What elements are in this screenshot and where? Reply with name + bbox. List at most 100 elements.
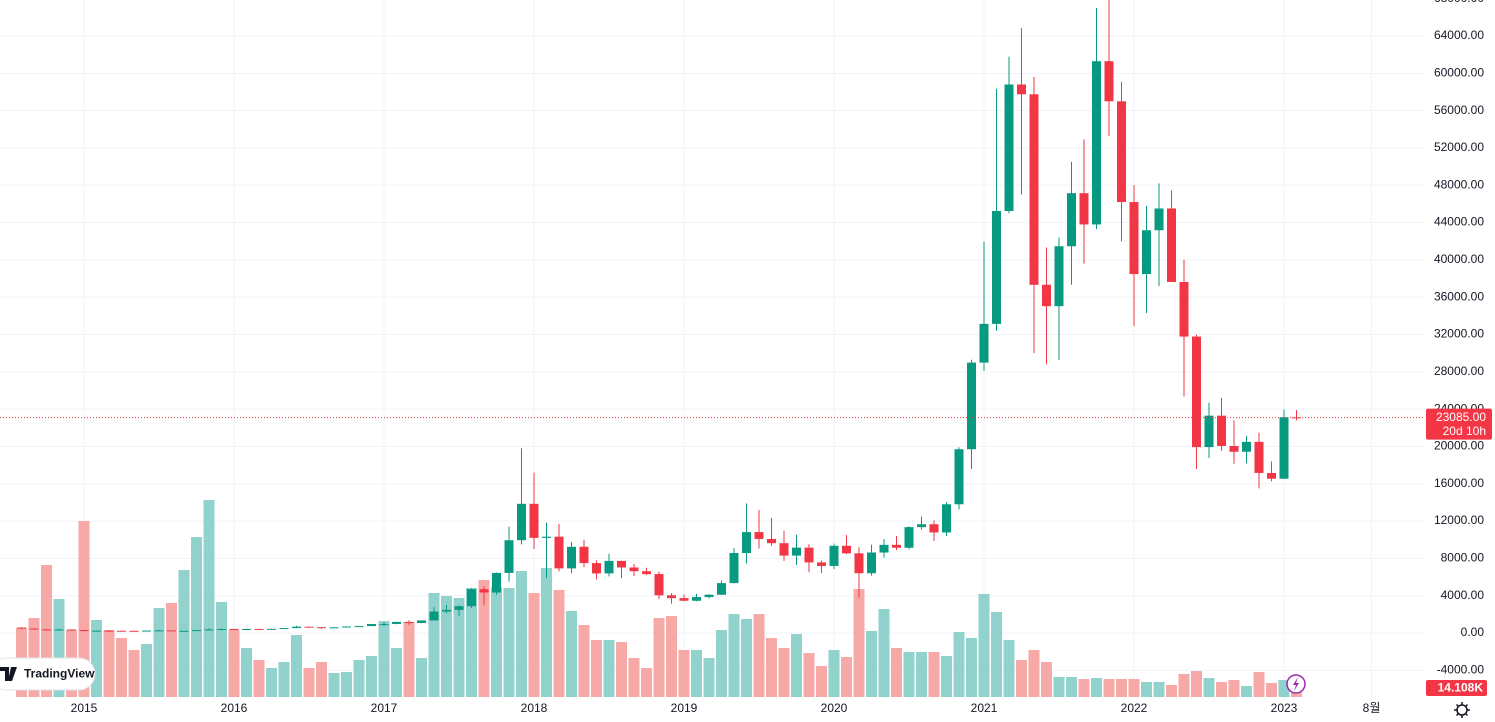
candle-body	[167, 630, 176, 632]
volume-bar	[816, 666, 827, 697]
volume-bar	[91, 620, 102, 697]
volume-bar	[1116, 679, 1127, 697]
volume-bar	[453, 598, 465, 697]
candle-body	[29, 628, 39, 630]
candle-body	[592, 563, 601, 574]
y-tick-label: 56000.00	[1434, 103, 1484, 117]
volume-bar	[1203, 678, 1215, 697]
volume-bar	[378, 621, 390, 697]
x-tick-label: 2021	[971, 701, 998, 715]
volume-layer	[16, 500, 1302, 697]
bolt-icon[interactable]	[1286, 674, 1306, 694]
settings-gear[interactable]	[1454, 702, 1470, 718]
y-tick-label: 40000.00	[1434, 252, 1484, 266]
candle-body	[242, 628, 251, 630]
candle-body	[429, 611, 439, 621]
bolt[interactable]	[1293, 677, 1299, 691]
volume-bar	[1191, 671, 1202, 697]
candle-body	[617, 560, 626, 568]
volume-bar	[803, 653, 815, 697]
candle-body	[967, 362, 976, 450]
candle-body	[1279, 417, 1289, 479]
candle-body	[292, 626, 301, 629]
candle-body	[267, 628, 276, 630]
candle-body	[904, 527, 914, 548]
volume-bar	[1253, 672, 1265, 697]
candle-body	[929, 524, 939, 533]
candle-body	[79, 630, 89, 632]
volume-bar	[1128, 679, 1140, 697]
volume-bar	[853, 589, 865, 697]
volume-bar	[728, 614, 740, 697]
candle-body	[1154, 208, 1164, 231]
candle-body	[179, 630, 189, 632]
y-tick-label: 64000.00	[1434, 28, 1484, 42]
volume-bar	[291, 635, 302, 697]
volume-bar	[266, 668, 277, 697]
candle-body	[1204, 415, 1214, 448]
volume-bar	[1228, 680, 1240, 697]
candle-body	[554, 536, 564, 569]
y-tick-label: -4000.00	[1437, 662, 1485, 676]
volume-bar	[1066, 677, 1077, 697]
candle-body	[142, 630, 151, 632]
logo-text: TradingView	[24, 667, 95, 681]
candle-body	[67, 629, 76, 631]
candle-body	[1067, 193, 1076, 247]
candle-body	[1229, 445, 1239, 452]
volume-bar	[828, 650, 840, 697]
candle-layer	[17, 0, 1301, 632]
candle-body	[279, 628, 289, 630]
volume-bar	[603, 640, 615, 697]
volume-bar	[466, 588, 477, 697]
volume-bar	[391, 648, 402, 697]
volume-bar	[741, 619, 752, 697]
logo-pill	[0, 657, 96, 691]
volume-bar	[591, 640, 602, 697]
candle-body	[829, 545, 839, 566]
volume-bar	[1041, 662, 1052, 697]
candle-body	[317, 627, 326, 629]
gear-teeth[interactable]	[1454, 702, 1470, 718]
candle-body	[1029, 94, 1039, 285]
candle-body	[417, 620, 426, 624]
volume-bar	[891, 648, 902, 697]
candle-body	[192, 630, 201, 632]
volume-bar	[1153, 682, 1165, 697]
volume-bar	[341, 672, 352, 697]
volume-bar	[928, 652, 940, 697]
y-tick-label: 16000.00	[1434, 476, 1484, 490]
volume-bar	[553, 590, 565, 697]
volume-bar	[716, 630, 727, 697]
volume-bar	[691, 650, 702, 697]
volume-bar	[78, 521, 90, 697]
logo-icon	[0, 667, 17, 681]
candle-body	[767, 538, 776, 544]
candle-body	[204, 629, 214, 631]
candle-body	[1129, 202, 1139, 275]
volume-bar	[441, 596, 452, 697]
candle-body	[1167, 208, 1176, 282]
volume-bar	[528, 593, 540, 697]
candle-body	[1254, 441, 1264, 473]
candle-body	[467, 589, 476, 607]
volume-bar	[1141, 682, 1152, 697]
volume-bar	[216, 602, 227, 697]
candle-body	[1104, 61, 1114, 102]
volume-bar	[903, 652, 915, 697]
volume-bar	[1078, 679, 1090, 697]
volume-bar	[128, 650, 140, 697]
candle-body	[1217, 415, 1226, 446]
x-tick-label: 2019	[671, 701, 698, 715]
countdown-label: 20d 10h	[1443, 424, 1486, 438]
volume-bar	[228, 630, 240, 697]
y-tick-label: 0.00	[1461, 625, 1485, 639]
candle-body	[579, 546, 589, 564]
candle-body	[629, 567, 639, 572]
candle-body	[792, 547, 801, 556]
volume-bar	[978, 594, 990, 697]
volume-bar	[703, 658, 715, 697]
volume-bar	[916, 652, 927, 697]
volume-bar	[941, 656, 952, 697]
